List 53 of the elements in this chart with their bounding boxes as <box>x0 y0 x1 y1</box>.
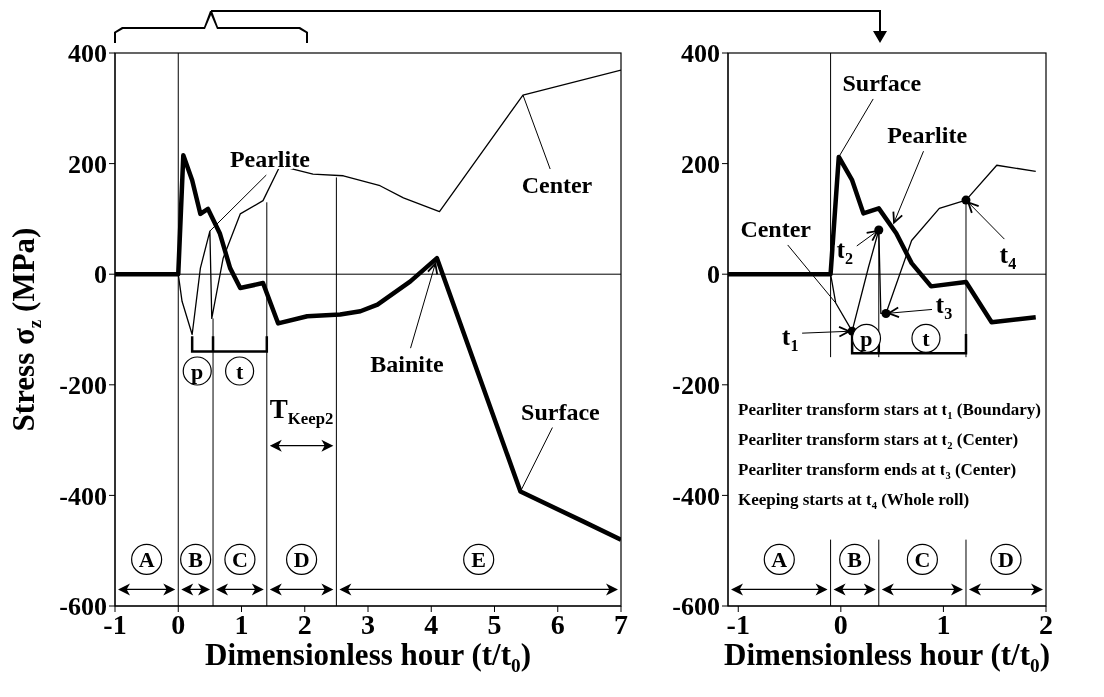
annotation: p <box>191 358 204 384</box>
annotation: E <box>471 547 487 573</box>
annotation: t <box>922 326 931 352</box>
annotation: Pearliter transform stars at t$_{1}$ (Boundary) <box>738 400 1041 421</box>
annotation: D <box>293 547 310 573</box>
annotation: Pearlite <box>887 122 968 149</box>
y-tick-label: 0 <box>707 260 720 290</box>
y-tick-label: 200 <box>681 149 720 179</box>
annotation: t$_{4}$ <box>999 240 1017 272</box>
annotation: B <box>847 547 863 573</box>
x-tick-label: -1 <box>726 608 750 640</box>
annotation: C <box>231 547 248 573</box>
annotation: C <box>914 547 931 573</box>
x-tick-label: 4 <box>424 608 439 640</box>
x-tick-label: 1 <box>936 608 951 640</box>
x-tick-label: 0 <box>171 608 186 640</box>
annotation: Pearliter transform ends at t$_{3}$ (Center) <box>738 460 1017 481</box>
y-tick-label: 400 <box>68 39 107 69</box>
y-tick-label: 200 <box>68 149 107 179</box>
annotation: Bainite <box>370 351 444 378</box>
y-tick-label: 0 <box>94 260 107 290</box>
annotation: t <box>235 358 244 384</box>
x-axis-title: Dimensionless hour (t/t$_{0}$) <box>724 637 1050 676</box>
x-axis-title: Dimensionless hour (t/t$_{0}$) <box>205 637 531 676</box>
y-tick-label: -400 <box>59 481 107 511</box>
series-label: Surface <box>521 398 601 425</box>
series-label: Center <box>521 172 593 199</box>
y-tick-label: -600 <box>672 592 720 622</box>
annotation: A <box>138 547 155 573</box>
annotation: p <box>860 326 873 352</box>
x-tick-label: 1 <box>234 608 249 640</box>
text: Surface <box>842 69 922 96</box>
x-tick-label: 3 <box>361 608 375 640</box>
x-tick-label: 5 <box>487 608 502 640</box>
x-tick-label: 7 <box>614 608 628 640</box>
y-tick-label: 400 <box>681 39 720 69</box>
annotation: A <box>771 547 788 573</box>
annotation: B <box>188 547 204 573</box>
y-tick-label: -400 <box>672 481 720 511</box>
annotation: Keeping starts at t$_{4}$ (Whole roll) <box>738 490 970 511</box>
annotation: Pearlite <box>229 146 311 173</box>
x-tick-label: 2 <box>1039 608 1053 640</box>
annotation: T$_{Keep2}$ <box>269 393 334 428</box>
x-tick-label: 6 <box>550 608 565 640</box>
y-tick-label: -200 <box>672 371 720 401</box>
x-tick-label: 2 <box>297 608 312 640</box>
annotation: t$_{1}$ <box>781 322 799 354</box>
annotation: t$_{2}$ <box>836 234 854 267</box>
annotation: D <box>998 547 1014 573</box>
annotation: t$_{3}$ <box>935 290 953 323</box>
x-tick-label: 0 <box>833 608 848 640</box>
legend-label: Center <box>740 215 812 242</box>
y-tick-label: -200 <box>59 371 107 401</box>
